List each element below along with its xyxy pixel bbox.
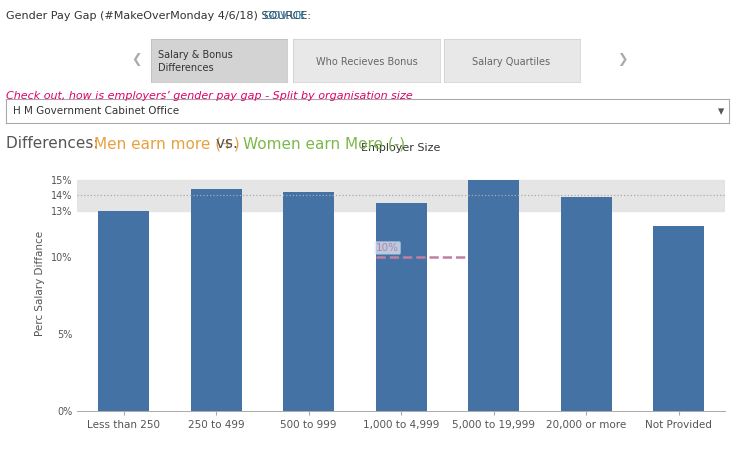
Text: vs.: vs. (216, 136, 243, 151)
Text: Women earn More (-): Women earn More (-) (243, 136, 405, 151)
Text: Men earn more (+): Men earn more (+) (94, 136, 244, 151)
Text: Check out, how is employers’ gender pay gap - Split by organisation size: Check out, how is employers’ gender pay … (6, 91, 413, 101)
Text: ❮: ❮ (131, 53, 141, 65)
Text: ▾: ▾ (718, 105, 724, 118)
Text: Salary Quartiles: Salary Quartiles (473, 57, 551, 67)
Bar (283, 192, 334, 411)
Text: Gender Pay Gap (#MakeOverMonday 4/6/18) SOURCE:: Gender Pay Gap (#MakeOverMonday 4/6/18) … (6, 11, 314, 21)
Text: Salary & Bonus: Salary & Bonus (158, 50, 233, 60)
Text: GOV.UK: GOV.UK (263, 11, 306, 21)
Bar (375, 203, 427, 411)
Text: Differences: Differences (158, 63, 214, 73)
Bar (468, 180, 519, 411)
Text: ❯: ❯ (617, 53, 627, 65)
Text: H M Government Cabinet Office: H M Government Cabinet Office (13, 106, 180, 116)
Bar (561, 197, 612, 411)
Title: Employer Size: Employer Size (361, 143, 441, 153)
Text: 10%: 10% (376, 243, 399, 253)
Bar (654, 226, 704, 411)
Text: Differences:: Differences: (6, 136, 103, 151)
Bar (98, 211, 149, 411)
Text: Who Recieves Bonus: Who Recieves Bonus (316, 57, 417, 67)
Bar (77, 180, 725, 211)
Y-axis label: Perc Salary Diffance: Perc Salary Diffance (35, 231, 46, 336)
Bar (191, 189, 241, 411)
